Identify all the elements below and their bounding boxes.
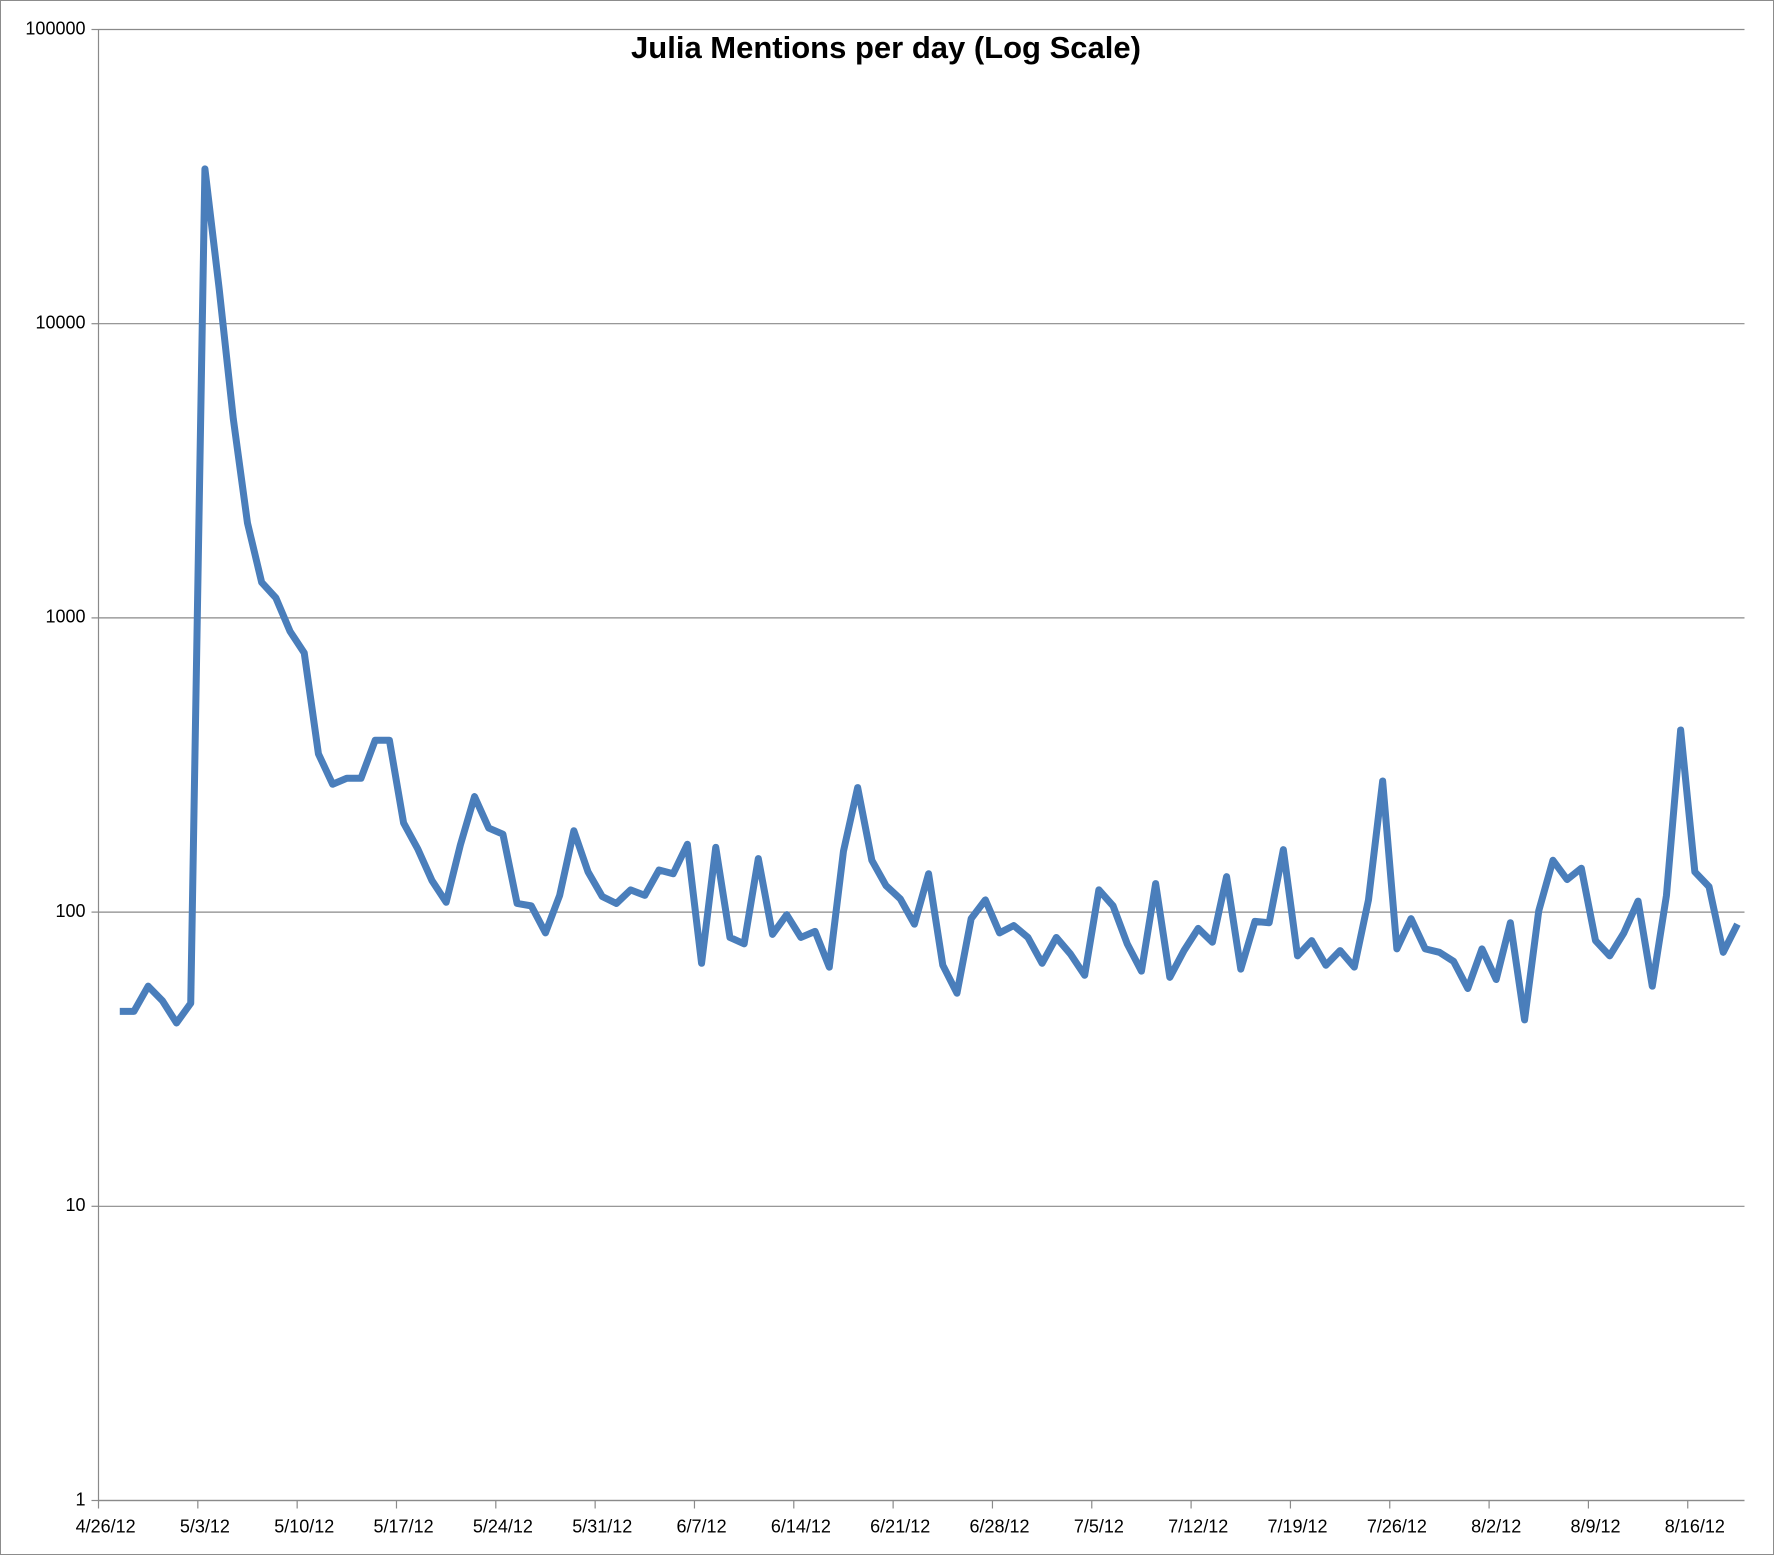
x-tick-label: 5/17/12 [374,1516,434,1536]
x-tick-label: 6/28/12 [970,1516,1030,1536]
x-tick-label: 7/26/12 [1367,1516,1427,1536]
x-tick-label: 5/24/12 [473,1516,533,1536]
x-tick-label: 6/7/12 [677,1516,727,1536]
y-tick-label: 1 [75,1489,85,1509]
x-tick-label: 7/12/12 [1168,1516,1228,1536]
x-tick-label: 8/9/12 [1570,1516,1620,1536]
y-tick-label: 10 [65,1195,85,1215]
y-tick-label: 1000 [45,607,85,627]
x-tick-label: 4/26/12 [76,1516,136,1536]
x-tick-label: 6/14/12 [771,1516,831,1536]
x-tick-label: 8/16/12 [1665,1516,1725,1536]
y-tick-label: 100 [55,901,85,921]
x-tick-label: 7/5/12 [1074,1516,1124,1536]
y-tick-label: 10000 [35,312,85,332]
x-tick-label: 5/3/12 [180,1516,230,1536]
x-tick-label: 5/10/12 [274,1516,334,1536]
x-tick-label: 8/2/12 [1471,1516,1521,1536]
x-tick-label: 5/31/12 [572,1516,632,1536]
y-tick-label: 100000 [25,18,85,38]
data-line [119,165,1741,1027]
x-tick-label: 6/21/12 [870,1516,930,1536]
x-tick-label: 7/19/12 [1267,1516,1327,1536]
chart-title: Julia Mentions per day (Log Scale) [631,30,1141,65]
